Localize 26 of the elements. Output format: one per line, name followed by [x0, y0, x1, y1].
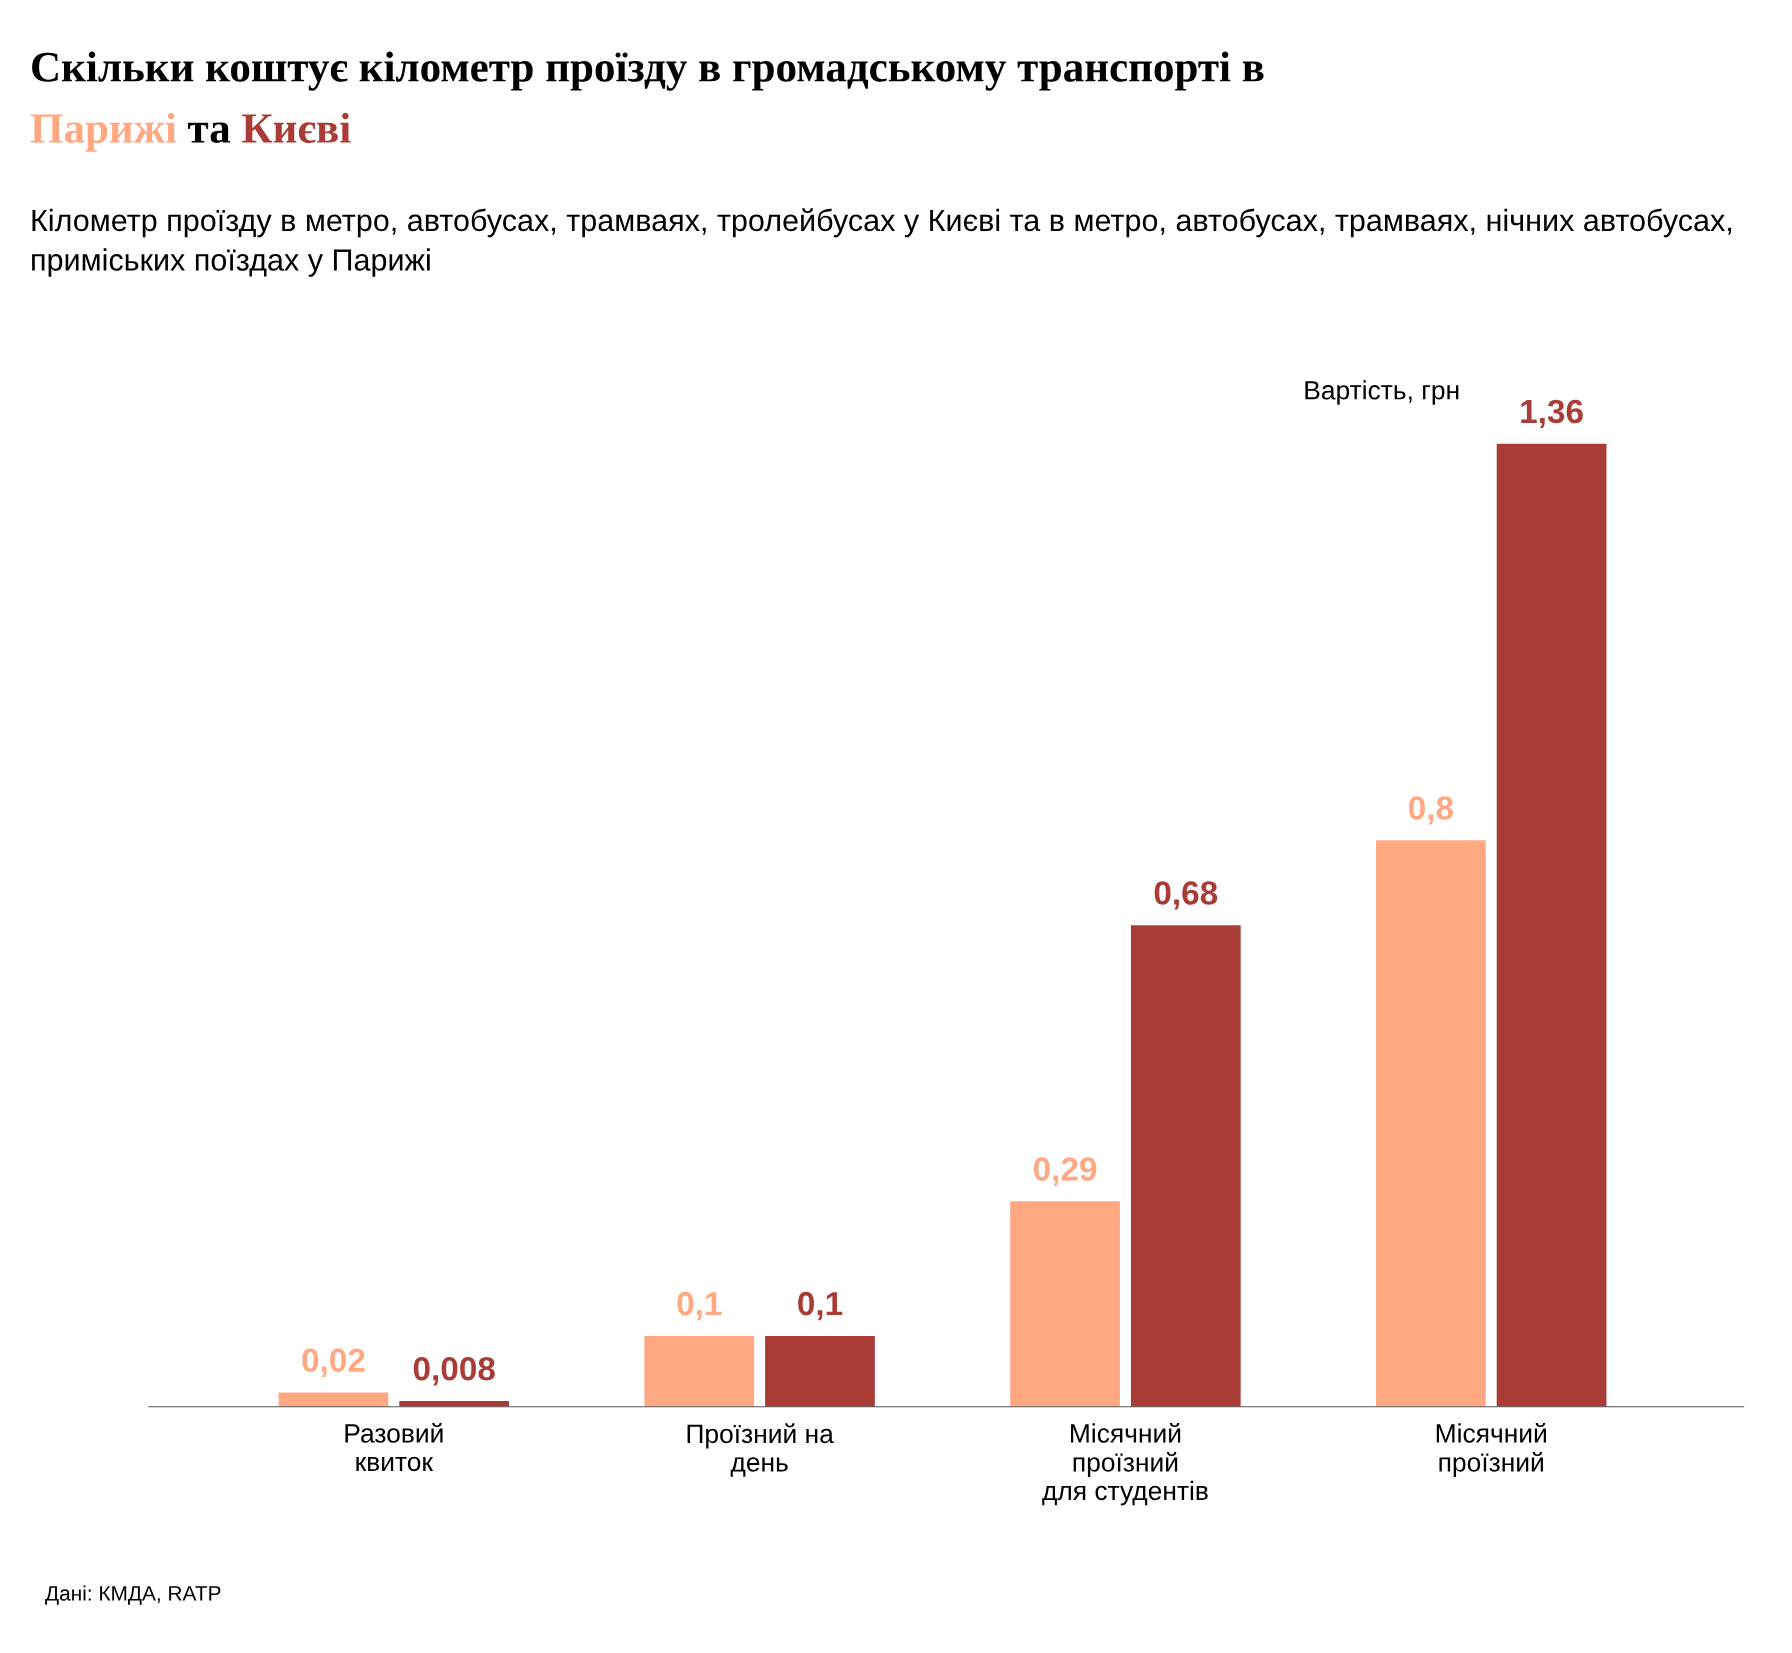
data-label: 0,02: [302, 1348, 365, 1377]
text: Парижі: [30, 112, 177, 152]
chart-subtitle: Кілометр проїзду в метро, автобусах, трамваях, тролейбусах у Києві та в метро, автобусах, трамваях, нічних автобусах, приміських поїздах у Парижі: [32, 208, 1732, 277]
bar: [644, 1335, 755, 1407]
x-tick-label: Проїзний на день: [687, 1423, 834, 1477]
bar: [278, 1392, 389, 1407]
x-tick-label: Місячний проїзний: [1436, 1422, 1546, 1477]
data-label: 0,68: [1154, 881, 1218, 910]
data-label: 0,8: [1409, 796, 1454, 825]
bar: [1010, 1201, 1120, 1407]
x-tick-label: Разовий квиток: [345, 1422, 443, 1472]
bar: [765, 1335, 875, 1407]
text: Дані: КМДА, RATP: [45, 1585, 221, 1605]
data-label: 0,1: [677, 1291, 722, 1321]
text: Києві: [242, 112, 351, 143]
data-label: 0,1: [798, 1291, 843, 1321]
bar: [1375, 840, 1486, 1407]
chart-title: Скільки коштує кілометр проїзду в громадському транспорті в: [32, 51, 1264, 91]
x-tick-label: Місячний проїзний для студентів: [1042, 1422, 1208, 1506]
data-label: 0,29: [1033, 1157, 1097, 1186]
data-label: 0,008: [413, 1356, 495, 1386]
y-axis-title: Вартість, грн: [1305, 380, 1459, 405]
data-label: 1,36: [1521, 399, 1583, 429]
bar: [1130, 925, 1241, 1407]
bar: [1496, 443, 1607, 1407]
text: та: [188, 122, 231, 144]
